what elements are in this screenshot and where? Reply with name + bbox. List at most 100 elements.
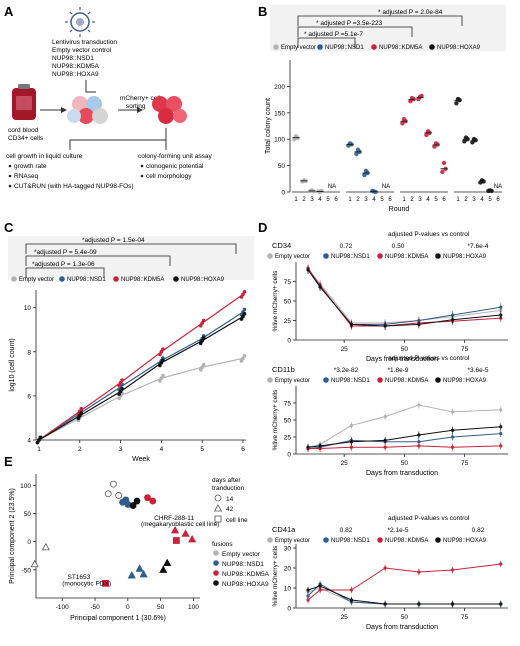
x-tick-label: 6 [388,197,392,203]
legend-label-3: NUP98::HOXA9 [443,254,487,260]
y-tick-label: 4 [27,438,31,445]
x-tick-label: 3 [119,446,123,453]
data-point [417,322,421,326]
data-point [499,602,503,606]
pca-point [122,496,130,504]
y-tick-label: 30 [284,546,292,553]
pca-point [30,559,39,568]
data-point [35,440,40,445]
construct-2: NUP98::KDM5A [52,63,100,70]
cfu-title: colony-forming unit assay [138,153,212,160]
data-point [158,363,162,368]
legend-label-3: NUP98::HOXA9 [437,45,481,51]
pca-point [129,502,137,509]
na-label: NA [382,184,390,190]
x-tick-label: 100 [188,604,199,611]
data-point [159,349,164,354]
y-tick-label: 0 [27,539,31,546]
x-tick-label: 2 [410,197,414,203]
data-point [473,138,478,143]
y-axis-label: %live mCherry+ cells [272,545,279,607]
series-line-1 [307,269,501,325]
pca-point [181,529,190,537]
series-line-1 [38,311,244,441]
pca-point [133,497,141,505]
y-axis-label: %live mCherry+ cells [272,270,279,332]
legend-marker-2 [113,276,119,282]
pval-label: 0.72 [340,243,353,250]
data-point [400,121,405,126]
panel-letter-b: B [258,4,267,19]
pca-point [127,571,136,579]
data-point [161,347,165,351]
series-line-0 [38,357,244,441]
pca-point [144,494,151,502]
y-tick-label: 75 [284,279,292,286]
data-point [499,562,503,566]
data-point [241,356,245,361]
pca-point [163,558,172,567]
x-axis-label: Principal component 1 (30.6%) [70,615,166,622]
legend-marker-2 [371,44,377,50]
series-line-3 [307,269,501,327]
pval-label: *1.8e-9 [388,367,409,374]
x-tick-label: -50 [90,604,100,611]
legend-marker-1 [59,276,65,282]
series-line-3 [307,426,501,448]
x-tick-label: 0 [126,604,130,611]
legend-marker-0 [267,537,273,543]
pca-point [188,534,197,543]
y-tick-label: 0 [287,452,291,459]
data-point [450,602,455,606]
annotation-box [270,5,506,51]
legend-label-0: Empty vector [275,378,310,384]
sorted-cells-icon [152,96,187,124]
x-tick-label: 50 [401,614,409,621]
data-point [424,132,429,138]
x-tick-label: 75 [461,614,469,621]
data-point [161,373,165,378]
annotation-bracket-0 [25,243,237,254]
data-point [318,584,322,588]
legend-circle-icon [214,494,222,502]
x-tick-label: 25 [341,460,349,467]
data-point [198,341,203,346]
x-tick-label: 5 [434,197,438,203]
y-tick-label: 50 [284,299,292,306]
pval-label: 0.82 [472,527,485,534]
construct-3: NUP98::HOXA9 [52,71,99,78]
data-point [201,318,206,323]
pval-header: adjusted P-values vs control [388,515,470,522]
panel-d-marker-charts: adjusted P-values vs control CD34 0.72 0.50… [267,231,508,631]
legend-label-1: NUP98::NSD1 [325,45,364,51]
data-point [499,432,503,436]
data-point [242,307,247,312]
legend-marker-2 [377,253,383,259]
panel-letter-e: E [4,454,13,469]
data-point [411,96,416,102]
panel-e-pca-chart: -50 0 50 100 -100 -50 0 50 100 Principal componen… [9,474,270,622]
annotation-bracket-1 [297,26,413,37]
sorting-label-0: mCherry+ cell [120,95,161,102]
legend-fusion-label-1: NUP98::NSD1 [222,561,264,568]
x-tick-label: 2 [78,446,82,453]
x-tick-label: 50 [157,604,165,611]
x-tick-label: 50 [401,460,409,467]
pval-header: adjusted P-values vs control [388,355,470,362]
x-tick-label: 1 [37,446,41,453]
data-point [417,570,421,574]
legend-days-title-1: tranduction [212,485,245,492]
data-point [349,588,354,592]
data-point [373,189,378,195]
data-point [158,352,162,357]
data-point [435,142,440,147]
x-tick-label: 4 [160,446,164,453]
annotation-bracket-0 [297,15,463,26]
liquid-title: cell growth in liquid culture [6,153,83,160]
data-point [198,323,203,328]
liquid-item-2: CUT&RUN (with HA-tagged NUP98-FOs) [14,183,134,190]
legend-label-0: Empty vector [19,277,54,283]
bullet-icon [140,174,144,178]
y-tick-label: 150 [274,110,285,117]
annotation-label-1: *adjusted P = 5.4e-09 [34,249,97,256]
